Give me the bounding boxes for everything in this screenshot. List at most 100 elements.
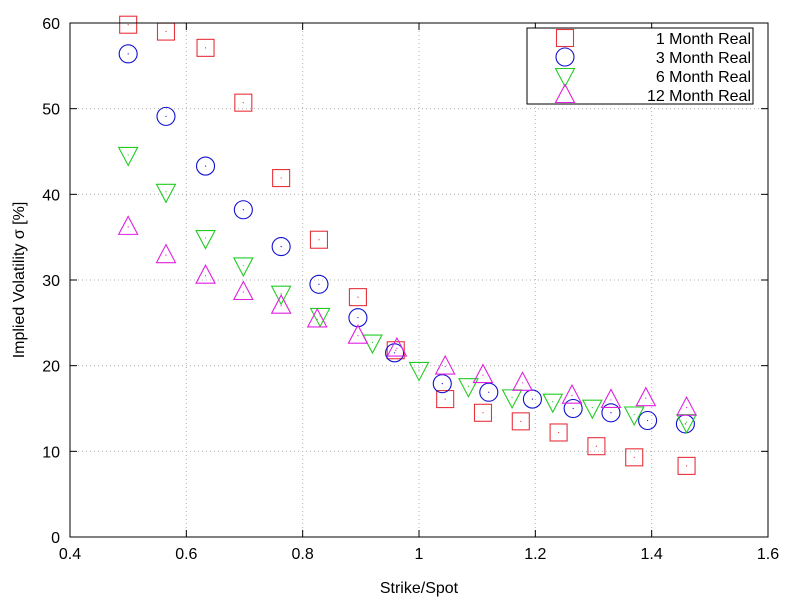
- data-point: [272, 169, 291, 188]
- data-point: [386, 341, 405, 360]
- data-point: [561, 383, 583, 404]
- y-tick-label: 30: [42, 273, 60, 290]
- data-point: [623, 406, 645, 427]
- data-point-dot: [242, 209, 244, 211]
- data-point: [676, 395, 697, 416]
- data-point: [271, 237, 291, 257]
- data-point: [511, 412, 530, 431]
- grid-lines: [70, 23, 768, 537]
- data-point-dot: [482, 374, 484, 376]
- data-point-dot: [357, 335, 359, 337]
- data-point: [549, 423, 568, 442]
- data-point-dot: [280, 305, 282, 307]
- data-point: [581, 399, 603, 420]
- data-point: [432, 374, 452, 394]
- data-point: [195, 156, 216, 176]
- series-2: [118, 44, 695, 434]
- data-point: [638, 410, 658, 431]
- data-point: [563, 398, 583, 419]
- y-axis-label: Implied Volatility σ [%]: [11, 202, 28, 359]
- data-point-dot: [520, 420, 522, 422]
- data-point-dot: [595, 445, 598, 447]
- data-point-dot: [633, 456, 635, 458]
- data-point: [270, 294, 292, 314]
- data-point: [677, 456, 696, 475]
- data-point-dot: [610, 412, 612, 414]
- data-point-dot: [685, 421, 688, 423]
- data-point-dot: [204, 47, 207, 49]
- data-point-dot: [242, 291, 244, 293]
- data-point-dot: [280, 293, 282, 295]
- x-tick-label: 1: [415, 546, 424, 563]
- data-point-dot: [280, 177, 282, 179]
- x-tick-label: 1.4: [641, 546, 663, 563]
- data-point: [155, 243, 177, 264]
- x-tick-label: 1.2: [524, 546, 546, 563]
- data-point-dot: [204, 165, 207, 167]
- legend-marker: [555, 47, 575, 67]
- data-point-dot: [441, 383, 443, 385]
- data-point-dot: [357, 296, 359, 298]
- data-point: [635, 386, 657, 407]
- data-point: [270, 285, 292, 306]
- legend-label: 12 Month Real: [647, 88, 751, 105]
- data-point-dot: [482, 412, 484, 414]
- data-point: [479, 382, 499, 402]
- data-point: [386, 336, 408, 357]
- y-tick-label: 20: [42, 359, 60, 376]
- data-point: [117, 215, 139, 235]
- data-point-dot: [393, 352, 396, 354]
- series-1: [119, 15, 696, 475]
- data-point-dot: [558, 431, 560, 434]
- data-point-dot: [127, 154, 129, 156]
- data-point-dot: [357, 317, 359, 319]
- data-point: [232, 257, 254, 278]
- x-tick-label: 1.6: [757, 546, 779, 563]
- legend-label: 1 Month Real: [656, 31, 751, 48]
- data-point: [196, 38, 215, 57]
- legend-marker: [555, 28, 575, 48]
- data-point-dot: [444, 365, 446, 368]
- legend-label: 3 Month Real: [656, 50, 751, 67]
- y-tick-label: 40: [42, 187, 60, 204]
- data-point: [309, 307, 331, 328]
- data-point: [601, 403, 621, 423]
- data-point-dot: [316, 318, 318, 321]
- data-point-dot: [685, 465, 688, 467]
- data-point: [195, 264, 216, 284]
- data-point-dot: [371, 341, 374, 344]
- data-point: [436, 390, 455, 409]
- y-tick-label: 10: [42, 444, 60, 461]
- data-point-dot: [646, 419, 649, 422]
- data-point-dot: [645, 397, 647, 399]
- data-point: [234, 93, 253, 112]
- data-point: [156, 106, 176, 126]
- data-point-dot: [127, 53, 129, 55]
- data-point: [625, 448, 644, 467]
- x-tick-label: 0.8: [292, 546, 314, 563]
- data-points: [117, 15, 697, 475]
- data-point: [600, 388, 622, 408]
- legend-label: 6 Month Real: [656, 69, 751, 86]
- data-point: [385, 343, 405, 363]
- data-point-dot: [531, 398, 534, 400]
- data-point-dot: [165, 191, 167, 193]
- data-point-dot: [610, 399, 612, 401]
- data-point: [472, 363, 494, 384]
- data-point: [512, 371, 533, 391]
- data-point-dot: [684, 423, 687, 425]
- data-point-dot: [242, 102, 244, 104]
- data-point: [306, 307, 328, 328]
- data-point-dot: [127, 24, 129, 26]
- data-point: [458, 378, 479, 398]
- axis-ticks: 0.4 0.6 0.8 1 1.2 1.4 1.6 0 10 20 30 40 50 60: [42, 16, 779, 563]
- data-point-dot: [511, 396, 513, 398]
- data-point: [362, 334, 383, 355]
- data-point-dot: [204, 237, 207, 239]
- data-point: [473, 403, 493, 422]
- data-point: [309, 230, 329, 249]
- data-point-dot: [280, 245, 282, 248]
- x-axis-label: Strike/Spot: [380, 580, 459, 597]
- legend-marker: [554, 83, 576, 104]
